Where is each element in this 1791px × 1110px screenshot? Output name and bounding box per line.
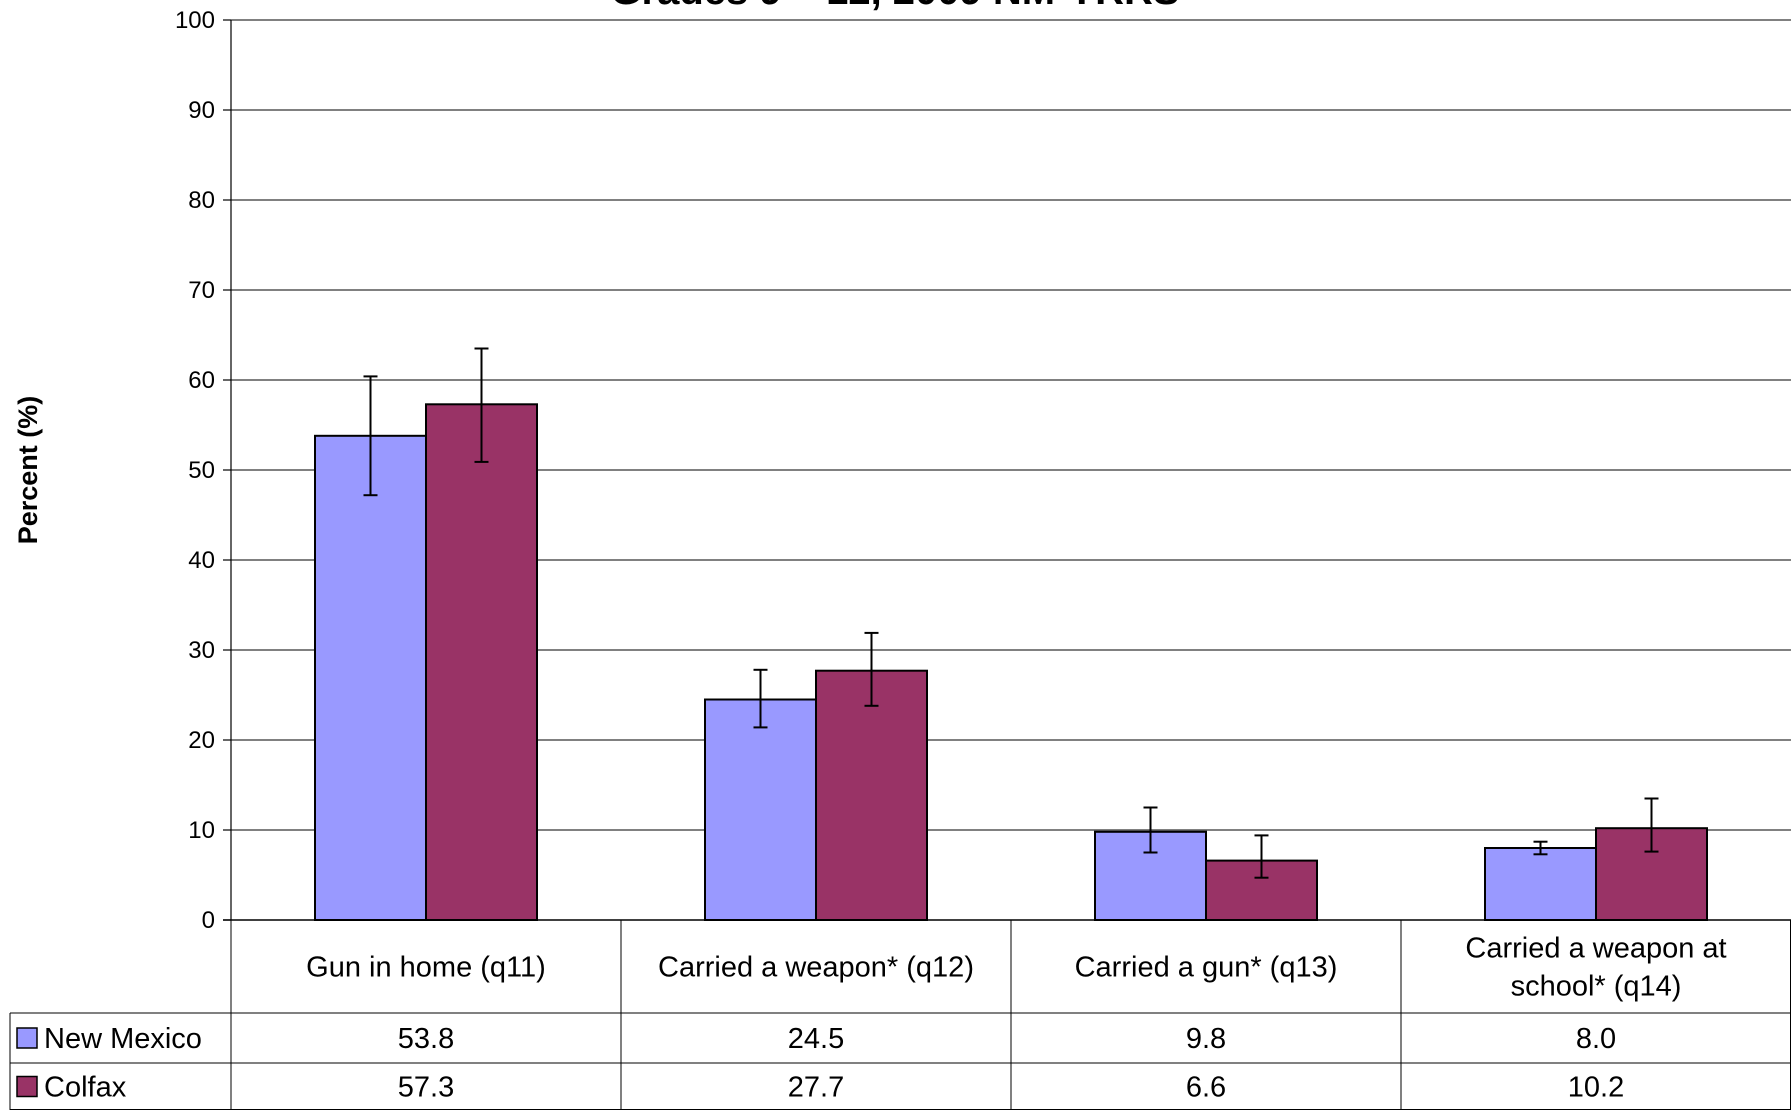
data-value-label: 24.5 <box>788 1023 844 1055</box>
chart-title: Grades 9 – 12, 2009 NM-YRRS <box>610 0 1179 13</box>
x-category-label: Carried a weapon* (q12) <box>658 952 974 984</box>
data-table: Gun in home (q11) Carried a weapon* (q12)… <box>9 920 1791 1110</box>
legend-label: New Mexico <box>44 1023 202 1055</box>
y-tick-label: 50 <box>188 457 215 484</box>
x-category-label: Carried a gun* (q13) <box>1075 952 1338 984</box>
data-value-label: 9.8 <box>1186 1023 1226 1055</box>
bar <box>314 434 427 921</box>
y-tick-label: 0 <box>202 907 215 934</box>
data-value-label: 53.8 <box>398 1023 454 1055</box>
data-value-label: 27.7 <box>788 1072 844 1104</box>
bar <box>425 403 538 921</box>
bar <box>815 669 928 922</box>
y-tick-label: 90 <box>188 97 215 124</box>
data-value-label: 6.6 <box>1186 1072 1226 1104</box>
legend-swatch <box>16 1075 38 1098</box>
bars <box>314 347 1708 922</box>
x-category-label: Gun in home (q11) <box>306 952 546 984</box>
y-tick-label: 100 <box>175 7 215 34</box>
y-tick-label: 80 <box>188 187 215 214</box>
x-category-label: Carried a weapon at <box>1465 933 1726 965</box>
y-axis-label: Percent (%) <box>13 396 43 545</box>
y-tick-label: 30 <box>188 637 215 664</box>
data-value-label: 57.3 <box>398 1072 454 1104</box>
bar <box>704 698 817 921</box>
bar <box>1484 847 1597 921</box>
data-value-label: 10.2 <box>1568 1072 1624 1104</box>
axes: 0 10 20 30 40 50 60 70 80 90 100 <box>175 7 1791 934</box>
y-tick-label: 60 <box>188 367 215 394</box>
x-category-label: school* (q14) <box>1511 971 1682 1003</box>
data-value-label: 8.0 <box>1576 1023 1616 1055</box>
y-tick-label: 70 <box>188 277 215 304</box>
y-tick-label: 40 <box>188 547 215 574</box>
y-tick-label: 20 <box>188 727 215 754</box>
legend-swatch <box>16 1027 38 1049</box>
y-tick-label: 10 <box>188 817 215 844</box>
legend-label: Colfax <box>44 1072 127 1104</box>
